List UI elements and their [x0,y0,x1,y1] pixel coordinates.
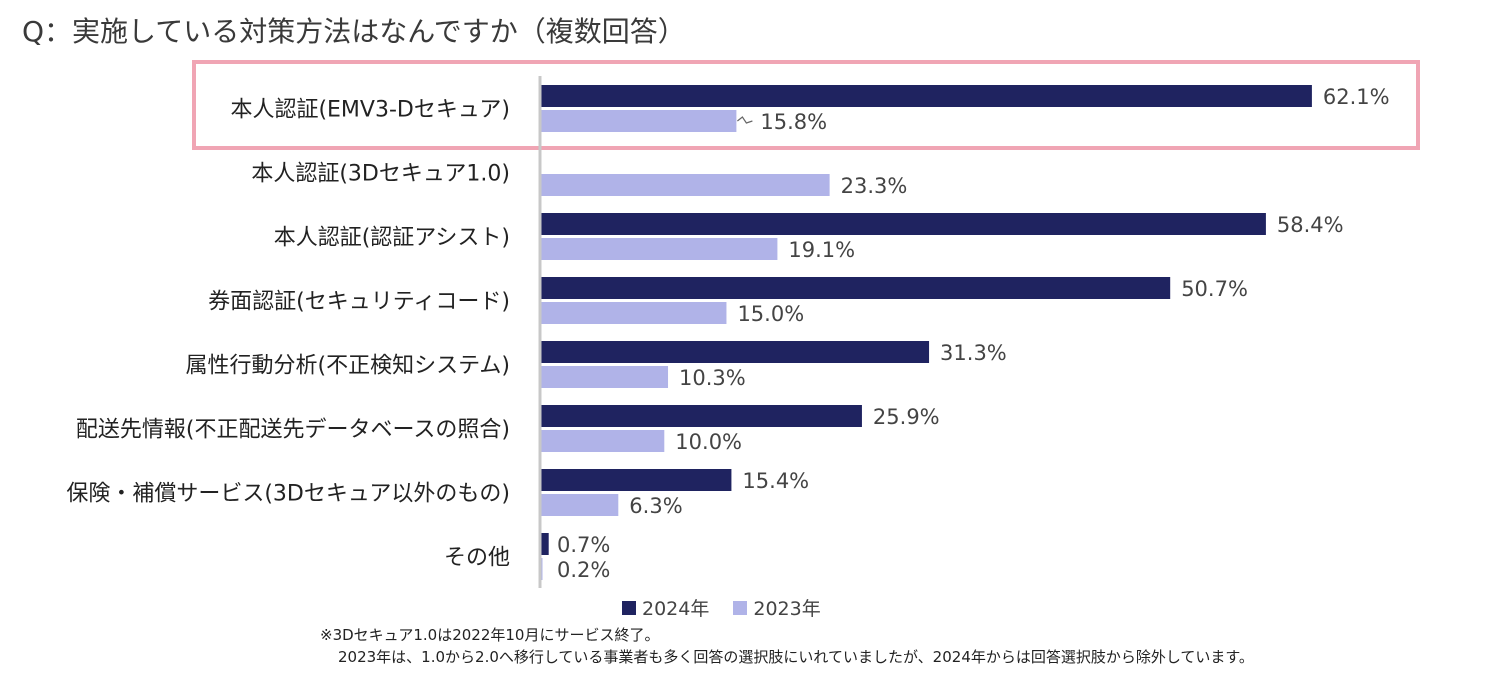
category-label: 本人認証(EMV3-Dセキュア) [230,98,510,123]
data-label-2024年-3: 50.7% [1181,277,1248,301]
category-label: 券面認証(セキュリティコード) [208,290,510,315]
data-label-2023年-0: 15.8% [760,110,827,134]
bar-2024年-6 [540,469,732,491]
category-label: その他 [444,546,510,571]
bar-2023年-4 [540,366,669,388]
data-label-2024年-4: 31.3% [940,341,1007,365]
bar-2023年-2 [540,238,778,260]
category-label: 配送先情報(不正配送先データベースの照合) [76,418,510,443]
data-label-2024年-2: 58.4% [1277,213,1344,237]
data-label-2023年-3: 15.0% [737,302,804,326]
footnote: ※3Dセキュア1.0は2022年10月にサービス終了。 2023年は、1.0から… [320,624,1254,668]
chart-question-title: Q：実施している対策方法はなんですか（複数回答） [22,15,686,48]
bar-2023年-1 [540,174,830,196]
category-label: 本人認証(3Dセキュア1.0) [251,162,510,187]
footnote-line-2: 2023年は、1.0から2.0へ移行している事業者も多く回答の選択肢にいれていま… [338,648,1254,666]
bar-2023年-6 [540,494,619,516]
highlight-frame [192,60,1420,150]
bar-2024年-0 [540,85,1312,107]
data-label-2023年-6: 6.3% [629,494,682,518]
data-label-2024年-7: 0.7% [557,533,610,557]
category-label: 属性行動分析(不正検知システム) [185,354,510,379]
bar-2023年-5 [540,430,665,452]
legend-label-2024: 2024年 [642,598,710,620]
bar-2024年-2 [540,213,1266,235]
legend-swatch-2023 [733,600,748,615]
category-label: 本人認証(認証アシスト) [274,226,510,251]
chart-legend: 2024年 2023年 [622,594,845,621]
bar-2024年-5 [540,405,862,427]
bar-2024年-4 [540,341,930,363]
bar-2023年-3 [540,302,727,324]
data-label-2023年-5: 10.0% [675,430,742,454]
legend-swatch-2024 [622,600,636,615]
bar-2024年-3 [540,277,1171,299]
legend-label-2023: 2023年 [753,598,821,620]
data-label-2024年-5: 25.9% [873,405,940,429]
category-label: 保険・補償サービス(3Dセキュア以外のもの) [66,482,510,507]
data-label-2023年-4: 10.3% [679,366,746,390]
bar-2024年-7 [540,533,549,555]
bar-chart: 本人認証(EMV3-Dセキュア) 62.1% 15.8% 本人認証(3Dセキュア1.0… [66,60,1420,588]
legend-item-2024: 2024年 [622,594,709,621]
bar-2023年-0 [540,110,737,132]
data-label-2024年-0: 62.1% [1323,85,1390,109]
legend-item-2023: 2023年 [733,594,821,621]
data-label-2023年-7: 0.2% [557,558,610,582]
data-label-2024年-6: 15.4% [742,469,809,493]
leader-line [737,116,753,124]
data-label-2023年-1: 23.3% [841,174,908,198]
footnote-line-1: ※3Dセキュア1.0は2022年10月にサービス終了。 [320,626,660,644]
data-label-2023年-2: 19.1% [788,238,855,262]
